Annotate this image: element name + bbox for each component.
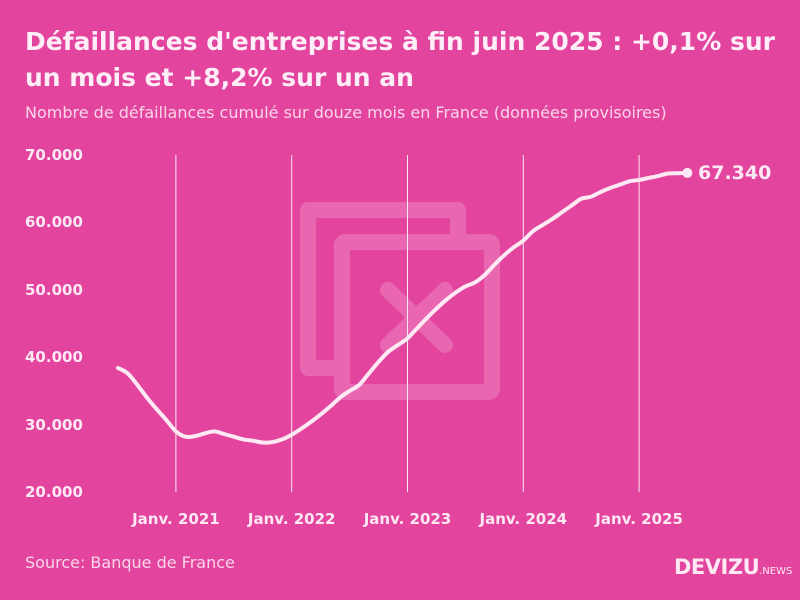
y-tick-label: 70.000 [25, 146, 83, 164]
watermark-front-square [334, 234, 500, 400]
x-tick-label: Janv. 2021 [132, 510, 220, 528]
x-tick-label: Janv. 2025 [595, 510, 683, 528]
end-point-marker [682, 167, 693, 178]
devizu-logo: DEVIZU.NEWS [674, 555, 792, 579]
x-tick-label: Janv. 2022 [247, 510, 336, 528]
chart-title: Défaillances d'entreprises à fin juin 20… [25, 27, 775, 92]
x-tick-label: Janv. 2023 [363, 510, 452, 528]
x-tick-label: Janv. 2024 [479, 510, 568, 528]
end-value-label: 67.340 [698, 162, 772, 184]
logo-sub: .NEWS [759, 566, 793, 577]
y-tick-label: 30.000 [25, 415, 83, 434]
watermark-copy-close-icon [300, 202, 500, 400]
chart-subtitle: Nombre de défaillances cumulé sur douze … [25, 103, 667, 122]
y-tick-label: 20.000 [25, 483, 83, 501]
logo-main: DEVIZU [674, 555, 760, 579]
y-tick-label: 60.000 [25, 213, 83, 232]
watermark-cross [380, 282, 453, 353]
series-line [116, 170, 690, 445]
watermark-back-square [300, 202, 466, 376]
source-note: Source: Banque de France [25, 553, 235, 572]
y-tick-label: 50.000 [25, 280, 83, 299]
y-tick-label: 40.000 [25, 348, 83, 367]
